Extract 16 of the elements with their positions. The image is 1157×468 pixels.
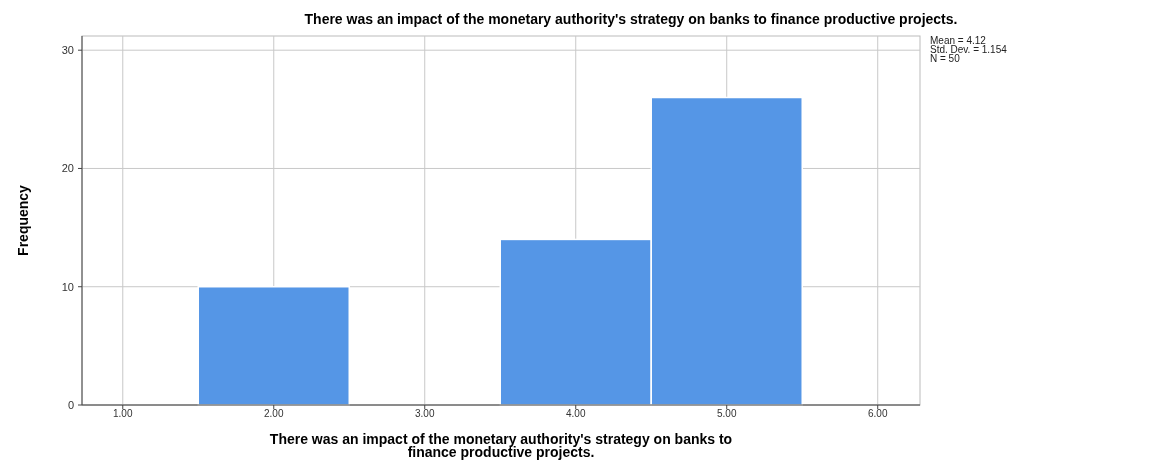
x-tick-label: 3.00 <box>415 408 435 419</box>
text: Mean = 4.12 <box>930 35 987 46</box>
x-axis-title: There was an impact of the monetary authority's strategy on banks to finance productive projects. <box>269 431 733 460</box>
y-tick-label: 10 <box>61 280 74 293</box>
x-tick-label: 4.00 <box>566 408 586 419</box>
text: Std. Dev. = 1.154 <box>930 44 1008 55</box>
chart-title: There was an impact of the monetary authority's strategy on banks to finance productive projects. <box>304 11 958 27</box>
y-axis-title: Frequency <box>15 184 31 256</box>
text: N = 50 <box>930 53 961 64</box>
y-tick-label: 30 <box>61 44 74 57</box>
x-tick-label: 5.00 <box>717 408 737 419</box>
x-tick-label: 1.00 <box>113 408 133 419</box>
y-tick-label: 20 <box>61 162 74 175</box>
x-tick-label: 2.00 <box>264 408 284 419</box>
x-tick-label: 6.00 <box>867 408 888 419</box>
y-tick-label: 0 <box>67 398 74 411</box>
